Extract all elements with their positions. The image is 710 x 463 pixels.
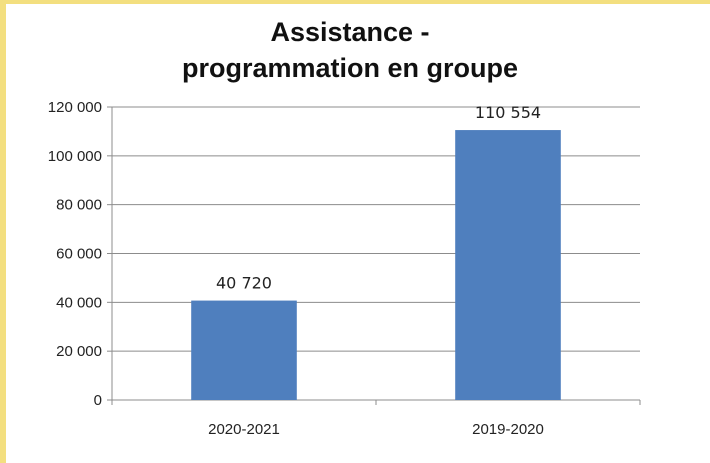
data-label: 40 720 [216,274,272,293]
y-tick-label: 40 000 [56,294,102,311]
chart-title: Assistance - programmation en groupe [80,14,620,86]
y-tick-label: 20 000 [56,343,102,360]
y-tick-label: 60 000 [56,246,102,263]
y-tick-label: 80 000 [56,197,102,214]
x-tick-label: 2019-2020 [472,421,544,438]
chart-title-line-1: Assistance - [270,17,430,47]
chart-title-line-2: programmation en groupe [181,53,519,83]
y-tick-label: 120 000 [48,99,102,116]
bar [191,300,297,400]
y-tick-label: 100 000 [48,148,102,165]
bar [455,130,561,401]
y-tick-label: 0 [94,392,102,409]
data-label: 110 554 [475,103,541,122]
x-tick-label: 2020-2021 [208,421,280,438]
